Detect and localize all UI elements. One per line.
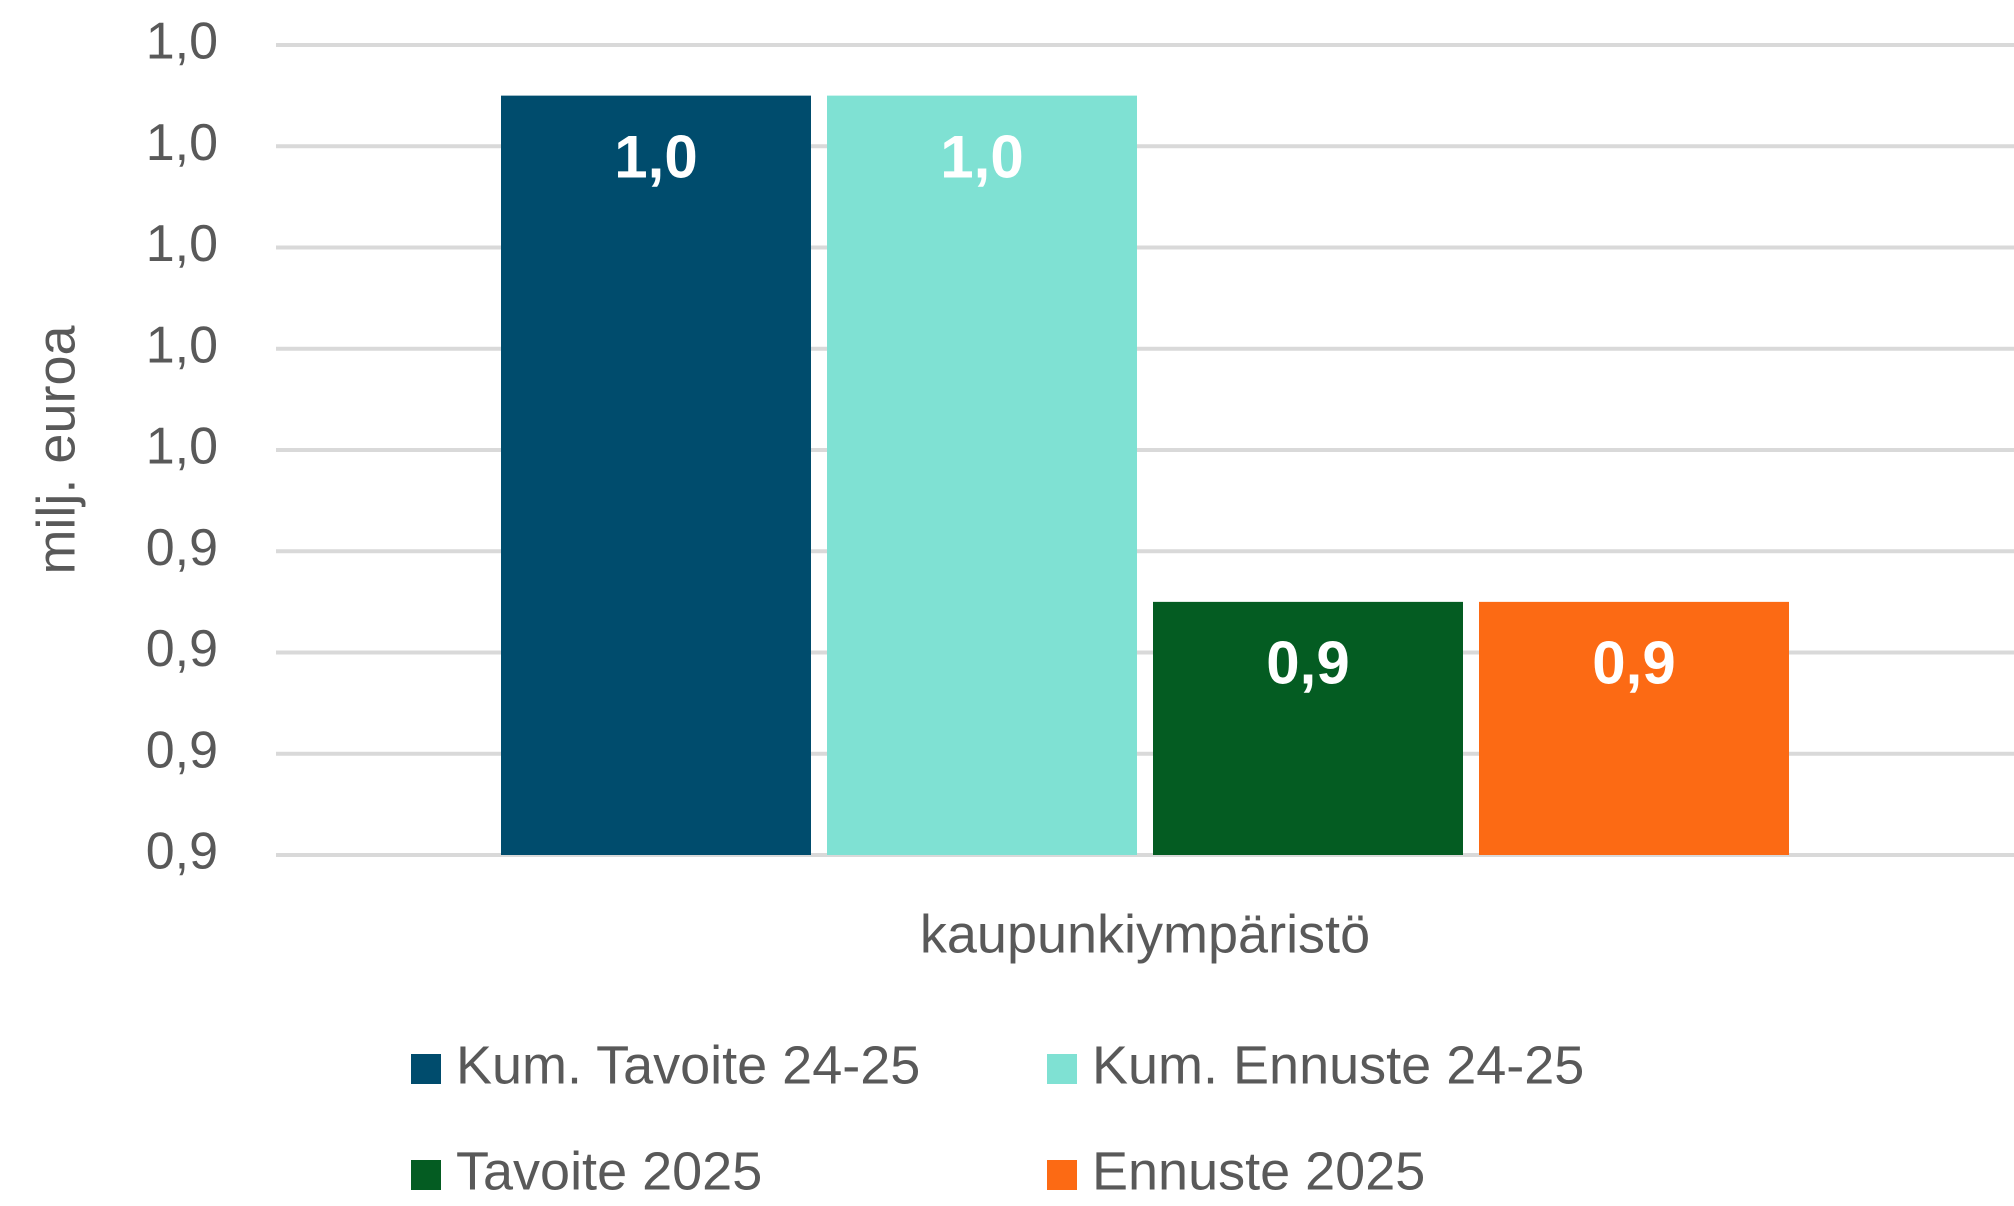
- bar: [1479, 601, 1789, 855]
- data-label: 1,0: [940, 123, 1023, 190]
- data-label: 0,9: [1266, 630, 1349, 697]
- legend-label: Ennuste 2025: [1092, 1141, 1425, 1201]
- y-tick-label: 0,9: [146, 519, 218, 577]
- y-tick-label: 1,0: [146, 215, 218, 273]
- data-label: 0,9: [1592, 630, 1675, 697]
- y-tick-label: 1,0: [146, 316, 218, 374]
- data-label: 1,0: [614, 123, 697, 190]
- bar: [1153, 601, 1463, 855]
- y-tick-label: 1,0: [146, 114, 218, 172]
- y-tick-label: 0,9: [146, 620, 218, 678]
- legend-label: Kum. Ennuste 24-25: [1092, 1035, 1584, 1095]
- bar: [501, 95, 811, 855]
- y-tick-label: 0,9: [146, 721, 218, 779]
- y-tick-label: 0,9: [146, 823, 218, 881]
- x-tick-label: kaupunkiympäristö: [920, 904, 1370, 964]
- bar: [827, 95, 1137, 855]
- y-tick-label: 1,0: [146, 13, 218, 71]
- legend-marker: [1047, 1160, 1077, 1190]
- legend-marker: [1047, 1054, 1077, 1084]
- legend-marker: [411, 1054, 441, 1084]
- legend-label: Kum. Tavoite 24-25: [456, 1035, 920, 1095]
- y-axis-label: milj. euroa: [26, 324, 86, 574]
- y-tick-label: 1,0: [146, 418, 218, 476]
- legend-marker: [411, 1160, 441, 1190]
- legend-label: Tavoite 2025: [456, 1141, 762, 1201]
